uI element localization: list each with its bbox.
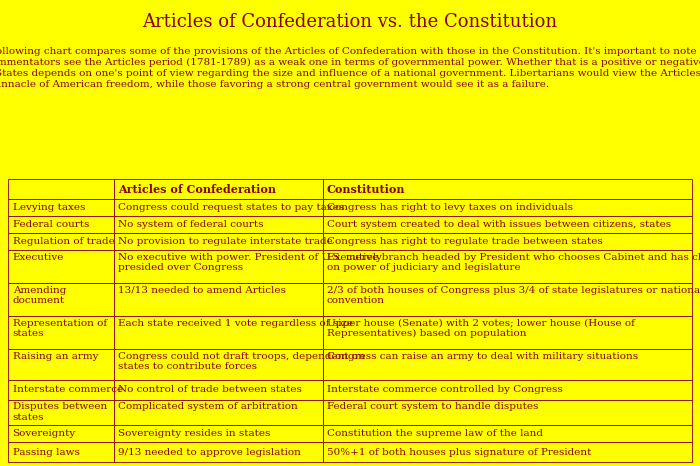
Text: Representation of
states: Representation of states <box>13 319 106 338</box>
Bar <box>114 316 323 349</box>
Text: Each state received 1 vote regardless of size: Each state received 1 vote regardless of… <box>118 319 354 328</box>
Bar <box>114 349 323 380</box>
Bar <box>323 442 692 462</box>
Bar <box>114 442 323 462</box>
Text: Congress could not draft troops, dependent on
states to contribute forces: Congress could not draft troops, depende… <box>118 351 365 371</box>
Bar <box>323 233 692 250</box>
Text: Complicated system of arbitration: Complicated system of arbitration <box>118 402 298 411</box>
Text: Articles of Confederation vs. the Constitution: Articles of Confederation vs. the Consti… <box>142 13 558 31</box>
Text: Congress can raise an army to deal with military situations: Congress can raise an army to deal with … <box>327 351 638 361</box>
Text: Executive branch headed by President who chooses Cabinet and has checks
on power: Executive branch headed by President who… <box>327 253 700 272</box>
Bar <box>8 199 114 216</box>
Bar <box>8 349 114 380</box>
Bar <box>114 250 323 283</box>
Text: Interstate commerce controlled by Congress: Interstate commerce controlled by Congre… <box>327 385 563 394</box>
Bar <box>323 250 692 283</box>
Text: 2/3 of both houses of Congress plus 3/4 of state legislatures or national
conven: 2/3 of both houses of Congress plus 3/4 … <box>327 286 700 305</box>
Text: Interstate commerce: Interstate commerce <box>13 385 122 394</box>
Bar <box>323 399 692 425</box>
Text: Constitution the supreme law of the land: Constitution the supreme law of the land <box>327 429 543 439</box>
Text: Executive: Executive <box>13 253 64 262</box>
Text: Amending
document: Amending document <box>13 286 66 305</box>
Text: Congress could request states to pay taxes: Congress could request states to pay tax… <box>118 203 344 212</box>
Bar <box>8 250 114 283</box>
Text: Constitution: Constitution <box>327 184 405 195</box>
Bar <box>323 425 692 442</box>
Text: No executive with power. President of U.S. merely
presided over Congress: No executive with power. President of U.… <box>118 253 382 272</box>
Bar <box>8 316 114 349</box>
Bar <box>8 233 114 250</box>
Bar <box>114 199 323 216</box>
Text: Passing laws: Passing laws <box>13 448 80 457</box>
Text: Sovereignty resides in states: Sovereignty resides in states <box>118 429 271 439</box>
Text: 9/13 needed to approve legislation: 9/13 needed to approve legislation <box>118 448 302 457</box>
Text: Regulation of trade: Regulation of trade <box>13 237 114 246</box>
Text: The following chart compares some of the provisions of the Articles of Confedera: The following chart compares some of the… <box>0 47 700 89</box>
Text: Congress has right to regulate trade between states: Congress has right to regulate trade bet… <box>327 237 603 246</box>
Text: Sovereignty: Sovereignty <box>13 429 76 439</box>
Bar <box>323 199 692 216</box>
Text: 13/13 needed to amend Articles: 13/13 needed to amend Articles <box>118 286 286 295</box>
Bar <box>114 399 323 425</box>
Bar <box>8 216 114 233</box>
Bar <box>8 425 114 442</box>
Bar <box>8 283 114 316</box>
Bar <box>323 283 692 316</box>
Text: Disputes between
states: Disputes between states <box>13 402 107 422</box>
Bar <box>323 216 692 233</box>
Bar <box>8 399 114 425</box>
Text: Levying taxes: Levying taxes <box>13 203 85 212</box>
Text: Congress has right to levy taxes on individuals: Congress has right to levy taxes on indi… <box>327 203 573 212</box>
Bar <box>8 442 114 462</box>
Bar <box>114 380 323 399</box>
Text: No control of trade between states: No control of trade between states <box>118 385 302 394</box>
Text: Articles of Confederation: Articles of Confederation <box>118 184 276 195</box>
Bar <box>323 380 692 399</box>
Text: No system of federal courts: No system of federal courts <box>118 220 264 229</box>
Bar <box>323 349 692 380</box>
Text: Court system created to deal with issues between citizens, states: Court system created to deal with issues… <box>327 220 671 229</box>
Bar <box>114 425 323 442</box>
Bar <box>114 233 323 250</box>
Text: Federal courts: Federal courts <box>13 220 89 229</box>
Bar <box>114 179 323 199</box>
Bar <box>323 179 692 199</box>
Bar <box>114 216 323 233</box>
Text: Raising an army: Raising an army <box>13 351 98 361</box>
Bar <box>323 316 692 349</box>
Text: No provision to regulate interstate trade: No provision to regulate interstate trad… <box>118 237 333 246</box>
Text: Upper house (Senate) with 2 votes; lower house (House of
Representatives) based : Upper house (Senate) with 2 votes; lower… <box>327 319 635 338</box>
Bar <box>114 283 323 316</box>
Bar <box>8 380 114 399</box>
Bar <box>8 179 114 199</box>
Text: Federal court system to handle disputes: Federal court system to handle disputes <box>327 402 538 411</box>
Text: 50%+1 of both houses plus signature of President: 50%+1 of both houses plus signature of P… <box>327 448 592 457</box>
